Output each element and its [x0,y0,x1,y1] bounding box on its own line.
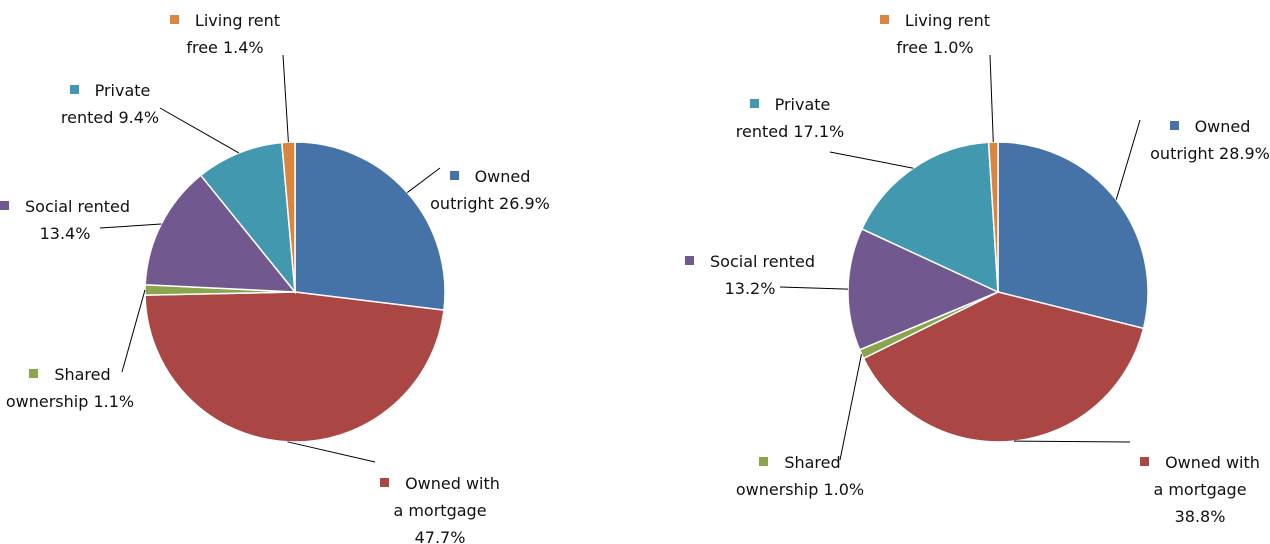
leader-line [1013,440,1131,443]
value-label: 1.4% [222,38,264,57]
slice-label: Shared ownership 1.0% [735,449,865,503]
label-marker [1140,457,1150,466]
category-name: Shared ownership [5,365,111,411]
value-label: 38.8% [1174,507,1226,526]
label-marker [380,478,390,487]
label-marker [169,15,179,24]
category-name: Owned outright [430,167,531,213]
label-marker [29,369,39,378]
value-label: 13.2% [724,279,776,298]
value-label: 1.0% [823,480,865,499]
value-label: 9.4% [118,108,160,127]
slice-label: Owned with a mortgage 47.7% [375,470,505,544]
leader-line [989,54,994,143]
leader-line [282,54,289,143]
slice-label: Social rented 13.4% [0,193,130,247]
slice-label: Shared ownership 1.1% [5,361,135,415]
label-marker [879,15,889,24]
category-name: Private rented [60,81,151,127]
slice-label: Owned outright 28.9% [1145,113,1270,167]
pie-slice [144,174,297,293]
value-label: 1.0% [932,38,974,57]
label-marker [449,171,459,180]
leader-line [99,223,162,229]
slice-label: Social rented 13.2% [685,248,815,302]
value-label: 13.4% [39,224,91,243]
slice-label: Private rented 17.1% [725,91,855,145]
label-marker [749,99,759,108]
slice-label: Private rented 9.4% [45,77,175,131]
leader-line [159,107,240,154]
value-label: 1.1% [93,392,135,411]
pie-slice [997,141,1149,330]
leader-line [829,151,914,169]
leader-line [287,441,376,463]
label-marker [1169,121,1179,130]
slice-label: Owned with a mortgage 38.8% [1135,449,1265,530]
leader-line [406,167,441,193]
category-name: Owned outright [1150,117,1251,163]
category-name: Social rented [25,197,131,216]
leader-line [779,286,849,290]
value-label: 26.9% [499,194,550,213]
category-name: Living rent free [896,11,991,57]
label-marker [69,85,79,94]
pie-slice [199,141,296,295]
value-label: 28.9% [1219,144,1270,163]
leader-line [121,289,146,373]
pie-slice [294,141,446,311]
pie-slice [144,291,445,443]
category-name: Living rent free [186,11,281,57]
category-name: Private rented [735,95,831,141]
leader-line [1115,119,1141,200]
label-marker [0,201,9,210]
category-name: Owned with a mortgage [1153,453,1260,499]
leader-line [839,354,862,461]
value-label: 17.1% [793,122,845,141]
slice-label: Owned outright 26.9% [425,163,555,217]
category-name: Owned with a mortgage [393,474,500,520]
value-label: 47.7% [414,528,466,544]
category-name: Shared ownership [735,453,841,499]
label-marker [685,256,694,265]
category-name: Social rented [710,252,816,271]
pie-slice [847,227,1000,351]
slice-label: Living rent free 1.4% [160,7,290,61]
label-marker [759,457,769,466]
slice-label: Living rent free 1.0% [870,7,1000,61]
